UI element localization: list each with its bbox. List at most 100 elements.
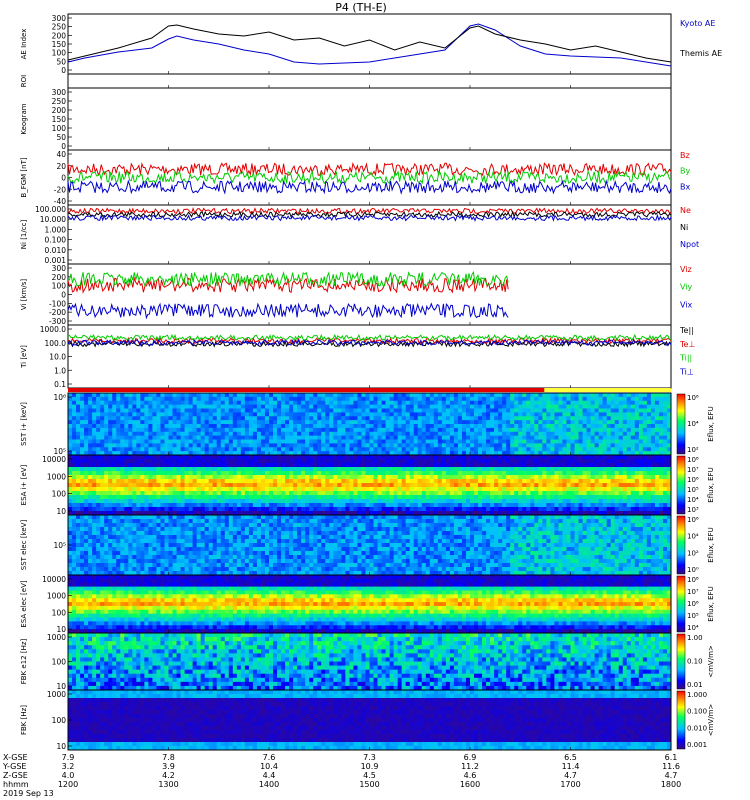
- spectrogram-esa_i: [68, 455, 672, 516]
- colorbar-sst_e: 10⁶ 10⁴ 10² 10⁰ Eflux, EFU: [676, 515, 715, 575]
- panel-frame: [67, 263, 672, 326]
- colorbar-esa_i: 10⁸ 10⁷ 10⁶ 10⁵ 10⁴ 10³ Eflux, EFU: [676, 455, 715, 515]
- legend-entry: Themis AE: [679, 49, 722, 58]
- panel-bfgm: B_FGM [nT] 40 20 0 -20 -40 Bz By Bx: [20, 149, 690, 206]
- y-axis-label: SST elec [keV]: [20, 520, 28, 571]
- page-title: P4 (TH-E): [335, 1, 387, 14]
- y-axis-label: ESA i+ [eV]: [20, 464, 28, 505]
- x-tick-label: 1400: [259, 780, 279, 789]
- y-tick-label: 100: [52, 490, 67, 499]
- y-tick-label: 10.0: [49, 353, 66, 362]
- legend-entry: Ti||: [679, 354, 692, 363]
- y-tick-label: 1.000: [45, 225, 67, 234]
- x-tick-label: 1300: [158, 780, 178, 789]
- y-axis-label: FBK e12 [Hz]: [20, 638, 28, 684]
- panel-sst_e: 10⁶ 10⁴ 10² 10⁰ Eflux, EFU SST elec [keV] 10⁵: [20, 514, 715, 576]
- colorbar-tick: 10⁸: [687, 576, 699, 584]
- colorbar-tick: 10⁵: [687, 486, 699, 494]
- legend-ti: Te|| Te⊥ Ti|| Ti⊥: [679, 326, 695, 376]
- y-tick-label: 300: [52, 264, 67, 273]
- series-line-bz: [67, 161, 672, 177]
- y-tick-label: 100: [52, 282, 67, 291]
- x-tick-label: 1500: [359, 780, 379, 789]
- y-tick-label: -200: [49, 308, 66, 317]
- y-tick-label: 10⁵: [53, 447, 66, 456]
- x-tick-label: 4.4: [263, 771, 276, 780]
- y-tick-label: 0.010: [45, 246, 67, 255]
- x-tick-label: 6.9: [464, 753, 477, 762]
- y-tick-label: -100: [49, 299, 66, 308]
- x-tick-label: 7.3: [363, 753, 376, 762]
- panel-esa_e: 10⁸ 10⁷ 10⁶ 10⁵ 10⁴ Eflux, EFU ESA elec [eV] 10…: [20, 574, 715, 634]
- legend-entry: Vix: [680, 300, 693, 309]
- y-tick-label: 150: [52, 115, 67, 124]
- colorbar-label: Eflux, EFU: [707, 586, 715, 621]
- y-tick-label: 1000: [47, 633, 66, 642]
- colorbar-tick: 0.100: [687, 708, 707, 716]
- series-line-ti-: [67, 333, 672, 342]
- x-tick-label: 7.8: [162, 753, 175, 762]
- x-tick-label: 4.7: [665, 771, 678, 780]
- y-tick-label: 200: [52, 273, 67, 282]
- y-axis-label: Vi [km/s]: [20, 279, 28, 310]
- colorbar-tick: 10⁴: [687, 420, 699, 428]
- legend-entry: Te||: [679, 326, 694, 335]
- y-tick-label: 250: [52, 23, 67, 32]
- legend-ni: Ne Ni Npot: [680, 206, 699, 249]
- x-tick-label: 11.4: [562, 762, 580, 771]
- y-tick-label: 10: [56, 682, 66, 691]
- y-tick-label: 50: [56, 133, 66, 142]
- colorbar-tick: 0.010: [687, 724, 707, 732]
- colorbar-tick: 10²: [687, 549, 699, 557]
- series-line-kyoto-ae: [67, 23, 672, 67]
- colorbar-tick: 10³: [687, 506, 699, 514]
- legend-entry: Ni: [680, 223, 688, 232]
- y-tick-label: 1.0: [54, 366, 66, 375]
- x-tick-label: 7.9: [62, 753, 75, 762]
- colorbar-fbk_b: 1.000 0.100 0.010 0.001<mV/m>: [676, 690, 715, 750]
- series-line-ti-: [67, 338, 672, 347]
- y-tick-label: 10: [56, 742, 66, 751]
- y-axis-label: SST i+ [keV]: [20, 402, 28, 446]
- x-tick-label: 6.1: [665, 753, 678, 762]
- series-line-bx: [67, 179, 672, 195]
- y-tick-label: 0: [61, 142, 66, 151]
- colorbar-tick: 1.00: [687, 634, 703, 642]
- x-tick-label: 1600: [460, 780, 480, 789]
- x-tick-label: 3.9: [162, 762, 175, 771]
- y-tick-label: 0: [61, 174, 66, 183]
- y-tick-label: 0.001: [45, 256, 67, 265]
- panel-esa_i: 10⁸ 10⁷ 10⁶ 10⁵ 10⁴ 10³ Eflux, EFU ESA i+ [eV] 1…: [20, 454, 715, 516]
- y-tick-label: 300: [52, 88, 67, 97]
- panel-frame: [67, 87, 672, 151]
- y-tick-label: 1000: [47, 472, 66, 481]
- legend-entry: Viz: [680, 265, 692, 274]
- y-tick-label: 100.0: [45, 339, 67, 348]
- spectrogram-sst_i: [68, 393, 672, 456]
- y-tick-label: 20: [56, 162, 66, 171]
- y-tick-label: 100: [52, 716, 67, 725]
- panel-fbk_b: 1.000 0.100 0.010 0.001<mV/m> FBK [Hz] 1000 10…: [20, 689, 715, 751]
- y-axis-label: Keogram: [20, 103, 28, 134]
- y-tick-label: 10: [56, 625, 66, 634]
- legend-entry: Bx: [680, 182, 690, 191]
- y-tick-label: 50: [56, 57, 66, 66]
- legend-entry: Te⊥: [679, 340, 695, 349]
- colorbar-tick: 10⁶: [687, 394, 699, 402]
- x-axis-labels: X-GSE 7.9 7.8 7.6 7.3 6.9 6.5 6.1 Y-GSE 3.2 3.9 10.…: [2, 753, 681, 798]
- y-tick-label: 300: [52, 14, 67, 23]
- y-tick-label: 10000: [42, 575, 66, 584]
- y-tick-label: 100: [52, 49, 67, 58]
- panel-sst_i: 10⁶ 10⁴ 10² Eflux, EFU SST i+ [keV] 10⁶ 10⁵: [20, 392, 715, 456]
- y-tick-label: 0: [61, 66, 66, 75]
- date-label: 2019 Sep 13: [3, 789, 54, 798]
- spectrogram-fbk_b: [68, 690, 672, 751]
- mode-bar-fast: [68, 388, 545, 392]
- y-tick-label: -300: [49, 317, 66, 326]
- x-tick-label: 7.6: [263, 753, 276, 762]
- x-tick-label: 10.9: [361, 762, 379, 771]
- y-tick-label: 10.000: [40, 215, 66, 224]
- colorbar-tick: 10²: [687, 446, 699, 454]
